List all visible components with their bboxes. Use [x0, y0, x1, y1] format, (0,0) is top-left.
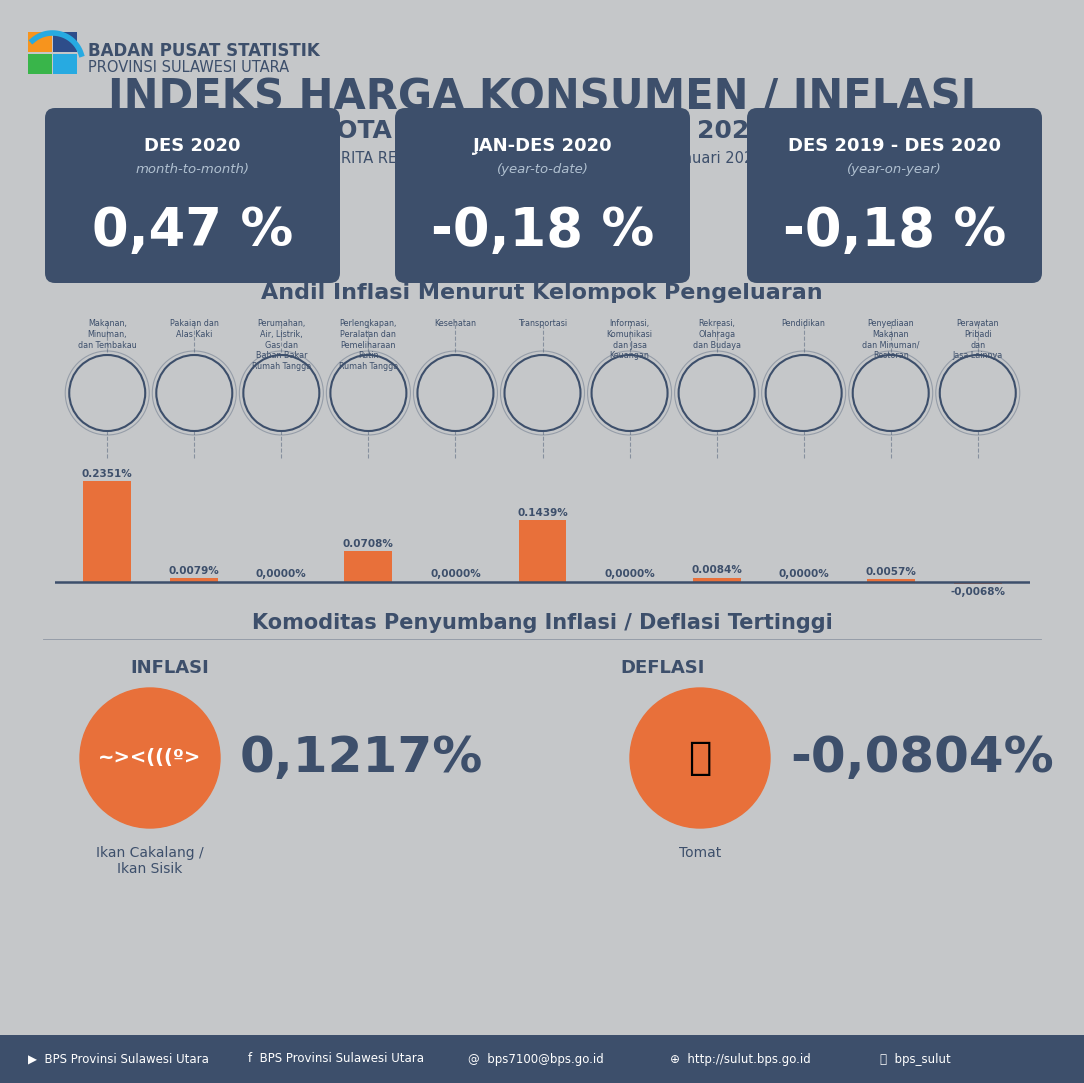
Text: 0.0708%: 0.0708%	[343, 539, 393, 549]
Text: Rekreasi,
Olahraga
dan Budaya: Rekreasi, Olahraga dan Budaya	[693, 319, 740, 350]
Text: (year-on-year): (year-on-year)	[847, 164, 942, 177]
FancyBboxPatch shape	[46, 108, 340, 283]
Text: JAN-DES 2020: JAN-DES 2020	[473, 138, 612, 155]
Text: Informasi,
Komunikasi
dan Jasa
Keuangan: Informasi, Komunikasi dan Jasa Keuangan	[607, 319, 653, 361]
Text: Makanan,
Minuman,
dan Tembakau: Makanan, Minuman, dan Tembakau	[78, 319, 137, 350]
Text: Perawatan
Pribadi
dan
Jasa Lainnya: Perawatan Pribadi dan Jasa Lainnya	[953, 319, 1003, 361]
Text: f  BPS Provinsi Sulawesi Utara: f BPS Provinsi Sulawesi Utara	[248, 1053, 424, 1066]
Text: BADAN PUSAT STATISTIK: BADAN PUSAT STATISTIK	[88, 42, 320, 60]
Text: 0.0079%: 0.0079%	[169, 565, 220, 576]
FancyBboxPatch shape	[0, 1035, 1084, 1083]
Ellipse shape	[504, 355, 581, 431]
Text: PROVINSI SULAWESI UTARA: PROVINSI SULAWESI UTARA	[88, 60, 289, 75]
Text: 0,1217%: 0,1217%	[240, 734, 483, 782]
Text: KOTA MANADO DESEMBER 2020: KOTA MANADO DESEMBER 2020	[318, 119, 766, 143]
Ellipse shape	[156, 355, 232, 431]
Text: Komoditas Penyumbang Inflasi / Deflasi Tertinggi: Komoditas Penyumbang Inflasi / Deflasi T…	[251, 613, 833, 632]
Bar	[867, 579, 915, 582]
Text: 0.0084%: 0.0084%	[692, 565, 743, 575]
FancyBboxPatch shape	[28, 54, 52, 74]
FancyBboxPatch shape	[395, 108, 691, 283]
Bar	[345, 551, 392, 582]
Text: Perlengkapan,
Peralatan dan
Pemeliharaan
Rutin
Rumah Tangga: Perlengkapan, Peralatan dan Pemeliharaan…	[339, 319, 398, 371]
Text: ~><(((º>: ~><(((º>	[99, 748, 202, 768]
Circle shape	[80, 688, 220, 828]
Ellipse shape	[592, 355, 668, 431]
Ellipse shape	[679, 355, 754, 431]
Text: 0.2351%: 0.2351%	[82, 469, 132, 479]
Text: Perumahan,
Air, Listrik,
Gas dan
Bahan Bakar
Rumah Tangga: Perumahan, Air, Listrik, Gas dan Bahan B…	[251, 319, 311, 371]
Bar	[83, 481, 131, 582]
Text: @  bps7100@bps.go.id: @ bps7100@bps.go.id	[468, 1053, 604, 1066]
Text: Transportasi: Transportasi	[518, 319, 567, 328]
Text: ⊕  http://sulut.bps.go.id: ⊕ http://sulut.bps.go.id	[670, 1053, 811, 1066]
Bar	[518, 520, 567, 582]
FancyBboxPatch shape	[28, 32, 52, 52]
Bar	[693, 578, 740, 582]
Text: DES 2019 - DES 2020: DES 2019 - DES 2020	[788, 138, 1001, 155]
Bar	[954, 582, 1002, 585]
Text: -0,18 %: -0,18 %	[430, 205, 654, 257]
Text: 0,0000%: 0,0000%	[430, 569, 481, 579]
Circle shape	[630, 688, 770, 828]
Text: INDEKS HARGA KONSUMEN / INFLASI: INDEKS HARGA KONSUMEN / INFLASI	[108, 76, 976, 118]
Text: DEFLASI: DEFLASI	[620, 658, 705, 677]
Text: -0,18 %: -0,18 %	[783, 205, 1006, 257]
Text: ⬜  bps_sulut: ⬜ bps_sulut	[880, 1053, 951, 1066]
Text: (year-to-date): (year-to-date)	[496, 164, 589, 177]
Ellipse shape	[243, 355, 320, 431]
FancyBboxPatch shape	[53, 54, 77, 74]
Ellipse shape	[69, 355, 145, 431]
FancyBboxPatch shape	[53, 32, 77, 52]
Text: 0,0000%: 0,0000%	[256, 569, 307, 579]
Text: INFLASI: INFLASI	[130, 658, 209, 677]
Text: Tomat: Tomat	[679, 846, 721, 860]
Text: DES 2020: DES 2020	[144, 138, 241, 155]
Text: month-to-month): month-to-month)	[136, 164, 249, 177]
Text: Andil Inflasi Menurut Kelompok Pengeluaran: Andil Inflasi Menurut Kelompok Pengeluar…	[261, 283, 823, 303]
Text: 0,0000%: 0,0000%	[604, 569, 655, 579]
Text: -0,0068%: -0,0068%	[951, 587, 1005, 597]
Text: Pakaian dan
Alas Kaki: Pakaian dan Alas Kaki	[170, 319, 219, 339]
Ellipse shape	[940, 355, 1016, 431]
Text: Pendidikan: Pendidikan	[782, 319, 826, 328]
Ellipse shape	[765, 355, 841, 431]
Text: 0.0057%: 0.0057%	[865, 566, 916, 576]
Text: ▶  BPS Provinsi Sulawesi Utara: ▶ BPS Provinsi Sulawesi Utara	[28, 1053, 209, 1066]
Bar	[170, 578, 218, 582]
Text: 0.1439%: 0.1439%	[517, 508, 568, 518]
Text: 🍅: 🍅	[688, 739, 712, 777]
Text: 0,0000%: 0,0000%	[778, 569, 829, 579]
Ellipse shape	[853, 355, 929, 431]
Ellipse shape	[417, 355, 493, 431]
Text: Kesehatan: Kesehatan	[435, 319, 477, 328]
FancyBboxPatch shape	[747, 108, 1042, 283]
Text: Penyediaan
Makanan
dan Minuman/
Restoran: Penyediaan Makanan dan Minuman/ Restoran	[862, 319, 919, 361]
Text: -0,0804%: -0,0804%	[790, 734, 1054, 782]
Ellipse shape	[331, 355, 406, 431]
Text: 0,47 %: 0,47 %	[92, 205, 293, 257]
Text: BERITA RESMI STATISTIK No. 84/01/71 Th.XV, 4 Januari 2021: BERITA RESMI STATISTIK No. 84/01/71 Th.X…	[322, 152, 762, 167]
Text: Ikan Cakalang /
Ikan Sisik: Ikan Cakalang / Ikan Sisik	[96, 846, 204, 876]
